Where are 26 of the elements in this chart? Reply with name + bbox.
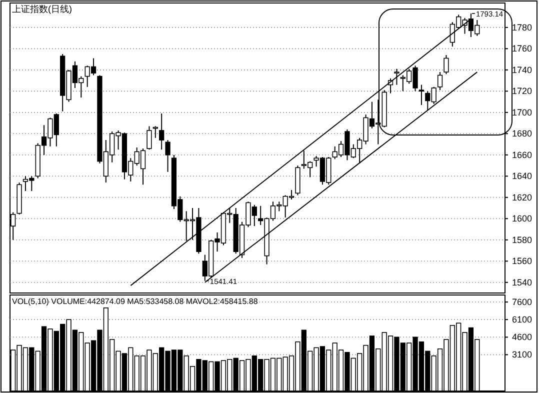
y-tick-label: 1700 bbox=[512, 107, 532, 118]
y-tick-label: 1560 bbox=[512, 256, 532, 266]
y-tick-label: 1760 bbox=[512, 44, 532, 54]
y-tick-label: 3100 bbox=[512, 350, 532, 360]
y-tick-label: 1680 bbox=[512, 128, 532, 139]
candlestick bbox=[418, 84, 424, 106]
y-tick-label: 1740 bbox=[512, 64, 532, 75]
chart-title: 上证指数(日线) bbox=[12, 4, 72, 14]
candlestick bbox=[437, 72, 443, 91]
y-tick-label: 1640 bbox=[512, 171, 532, 182]
y-tick-label: 1620 bbox=[512, 192, 532, 202]
y-tick-label: 1660 bbox=[512, 150, 532, 160]
y-tick-label: 1540 bbox=[512, 277, 532, 288]
candlestick bbox=[146, 126, 152, 150]
annotation: VOL(5,10) VOLUME:442874.09 MA5:533458.08 MAVOL2:458415.88 bbox=[12, 297, 258, 306]
y-tick-label: 1720 bbox=[512, 86, 532, 96]
y-tick-label: 4600 bbox=[512, 332, 532, 342]
y-tick-label: 6100 bbox=[512, 314, 532, 325]
y-tick-label: 1600 bbox=[512, 214, 532, 224]
y-tick-label: 7600 bbox=[512, 297, 532, 308]
y-tick-label: 1580 bbox=[512, 234, 532, 245]
candlestick bbox=[165, 140, 170, 172]
y-tick-label: 1780 bbox=[512, 22, 532, 32]
candlestick bbox=[444, 54, 449, 75]
candlestick bbox=[159, 112, 164, 150]
candlestick bbox=[394, 68, 400, 86]
